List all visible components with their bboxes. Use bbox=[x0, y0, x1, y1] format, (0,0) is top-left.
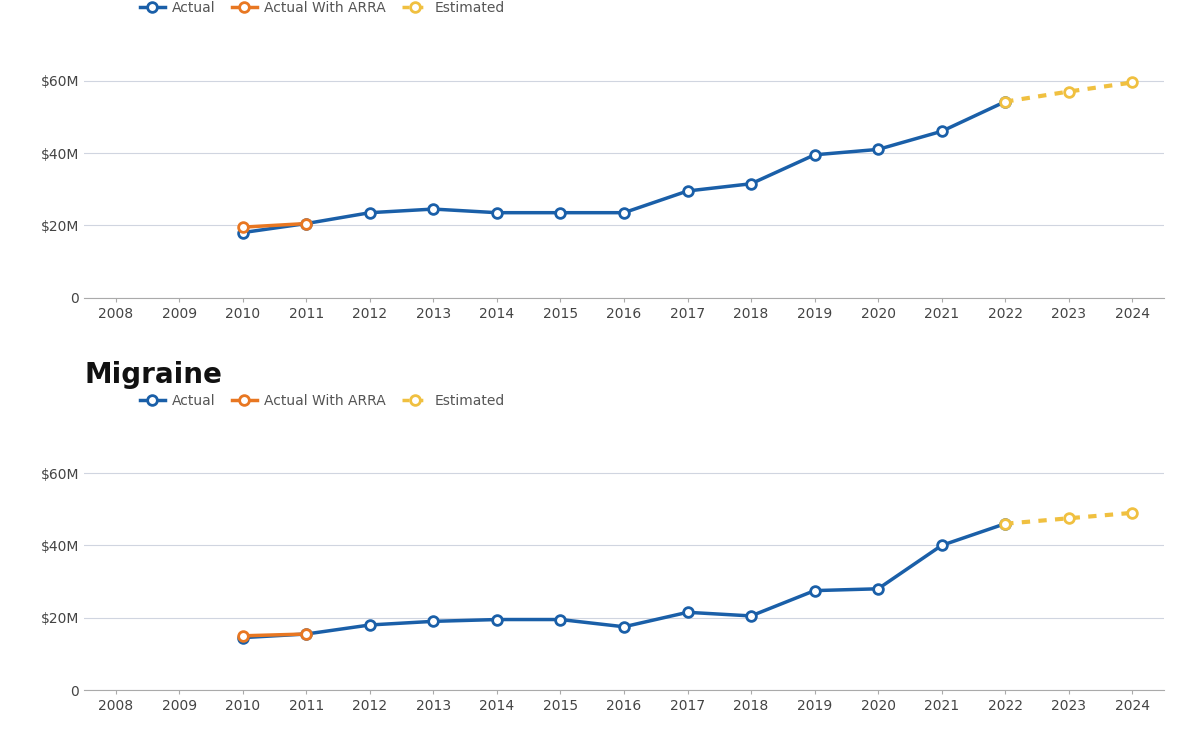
Text: Migraine: Migraine bbox=[84, 361, 222, 389]
Legend: Actual, Actual With ARRA, Estimated: Actual, Actual With ARRA, Estimated bbox=[134, 0, 510, 21]
Legend: Actual, Actual With ARRA, Estimated: Actual, Actual With ARRA, Estimated bbox=[134, 388, 510, 413]
